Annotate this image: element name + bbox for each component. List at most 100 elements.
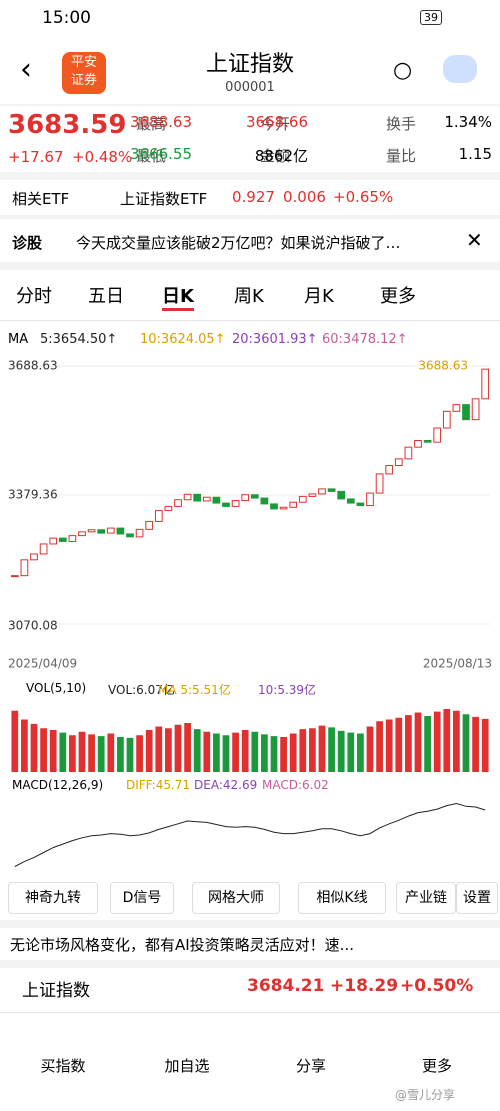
field-label: 最高 bbox=[136, 115, 167, 133]
candle bbox=[462, 404, 470, 421]
candle bbox=[202, 496, 211, 502]
tab[interactable]: 更多 bbox=[380, 286, 416, 307]
candle bbox=[39, 543, 48, 555]
etf-name[interactable]: 上证指数ETF bbox=[120, 190, 208, 208]
robot[interactable] bbox=[443, 55, 477, 83]
macd-value: DIFF:45.71 bbox=[126, 778, 191, 792]
candle bbox=[366, 492, 374, 507]
candle bbox=[183, 493, 192, 501]
volume-bar bbox=[424, 716, 431, 772]
tool-button[interactable]: 相似K线 bbox=[298, 882, 386, 914]
vol-value: 10:5.39亿 bbox=[258, 683, 317, 697]
volume-bar bbox=[213, 733, 220, 772]
volume-bar bbox=[88, 734, 95, 772]
tab[interactable]: 日K bbox=[162, 282, 194, 311]
candle bbox=[289, 501, 298, 508]
volume-bar bbox=[280, 737, 287, 772]
candle bbox=[135, 528, 144, 538]
y-tick-label: 3688.63 bbox=[8, 359, 58, 373]
volume-bar bbox=[453, 710, 460, 772]
date-end: 2025/08/13 bbox=[423, 657, 492, 671]
volume-bar bbox=[136, 735, 143, 772]
volume-bar bbox=[232, 732, 239, 772]
nav-item[interactable]: 更多 bbox=[421, 1057, 452, 1075]
volume-bar bbox=[145, 730, 153, 772]
candle bbox=[10, 575, 19, 578]
diag-label: 诊股 bbox=[12, 234, 43, 252]
etf-change: 0.006 bbox=[283, 188, 326, 206]
volume-bar bbox=[414, 712, 422, 772]
candle bbox=[433, 427, 442, 443]
tool-button[interactable]: 产业链 bbox=[396, 882, 456, 914]
field-label: 换手 bbox=[386, 115, 417, 133]
candle bbox=[423, 440, 432, 443]
ma-value: 20:3601.93↑ bbox=[232, 332, 318, 347]
back[interactable]: ‹ bbox=[20, 52, 32, 87]
tab[interactable]: 月K bbox=[304, 286, 334, 307]
candle bbox=[260, 497, 269, 505]
watermark: @雪儿分享 bbox=[395, 1088, 456, 1102]
volume-bar bbox=[193, 729, 201, 772]
candle bbox=[385, 465, 394, 475]
diag-text[interactable]: 今天成交量应该能破2万亿吧？如果说沪指破了… bbox=[76, 234, 401, 252]
date-start: 2025/04/09 bbox=[8, 657, 77, 671]
banner[interactable]: 无论市场风格变化，都有AI投资策略灵活应对！速... bbox=[10, 936, 354, 954]
tab[interactable]: 周K bbox=[234, 286, 264, 307]
field-value: 3668.66 bbox=[245, 113, 308, 131]
macd-value: MACD:6.02 bbox=[262, 778, 329, 792]
candle bbox=[222, 502, 230, 507]
volume-bar bbox=[222, 735, 230, 772]
etf-pct: +0.65% bbox=[333, 188, 394, 206]
candle bbox=[481, 368, 490, 400]
volume-bar bbox=[21, 719, 28, 772]
nav-item[interactable]: 分享 bbox=[295, 1057, 326, 1075]
macd-label: MACD(12,26,9) bbox=[12, 778, 104, 792]
candle bbox=[231, 500, 240, 507]
time: 15:00 bbox=[42, 8, 91, 28]
volume-bar bbox=[376, 721, 383, 772]
candle bbox=[279, 506, 288, 510]
tab[interactable]: 分时 bbox=[16, 286, 52, 307]
volume-bar bbox=[203, 731, 211, 772]
tool-button[interactable]: D信号 bbox=[110, 882, 174, 914]
candle bbox=[442, 410, 451, 429]
candle bbox=[375, 473, 384, 494]
tool-button[interactable]: 网格大师 bbox=[192, 882, 280, 914]
battery: 39 bbox=[420, 10, 442, 25]
candle bbox=[404, 446, 413, 460]
candle bbox=[68, 535, 77, 542]
vol-value: MA 5:5.51亿 bbox=[158, 683, 231, 697]
field-value: 3666.55 bbox=[129, 145, 192, 163]
max-label: 3688.63 bbox=[418, 359, 468, 373]
candle bbox=[414, 440, 422, 448]
candle bbox=[164, 505, 173, 512]
tool-button[interactable]: 神奇九转 bbox=[8, 882, 98, 914]
title: 上证指数 bbox=[205, 52, 294, 77]
volume-bar bbox=[97, 736, 105, 772]
change: +17.67 bbox=[8, 148, 64, 166]
volume-bar bbox=[251, 731, 259, 772]
volume-bar bbox=[40, 728, 47, 772]
volume-bar bbox=[165, 728, 172, 772]
field-label: 量比 bbox=[386, 147, 417, 165]
candle bbox=[212, 496, 221, 504]
candle bbox=[78, 531, 86, 537]
volume-bar bbox=[385, 719, 393, 772]
candle bbox=[145, 520, 154, 530]
volume-bar bbox=[472, 716, 479, 772]
candle bbox=[193, 493, 202, 502]
candle bbox=[20, 559, 29, 577]
close[interactable]: ✕ bbox=[466, 228, 483, 252]
tab[interactable]: 五日 bbox=[88, 286, 124, 307]
vol-label: VOL(5,10) bbox=[26, 681, 87, 695]
ma-value: 5:3654.50↑ bbox=[40, 332, 118, 347]
y-tick-label: 3070.08 bbox=[8, 619, 58, 633]
nav-item[interactable]: 加自选 bbox=[164, 1057, 210, 1075]
tool-button[interactable]: 设置 bbox=[456, 882, 498, 914]
candle bbox=[87, 529, 96, 533]
candle bbox=[298, 495, 307, 503]
volume-bar bbox=[184, 723, 191, 772]
nav-item[interactable]: 买指数 bbox=[40, 1057, 86, 1075]
search[interactable]: ○ bbox=[393, 58, 413, 83]
